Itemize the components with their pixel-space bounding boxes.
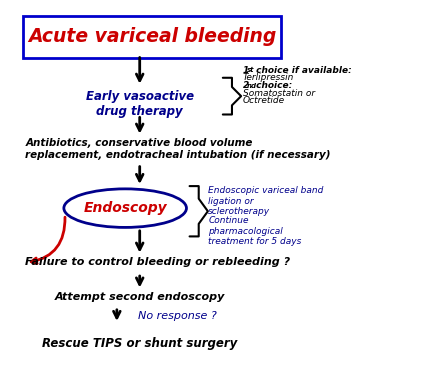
FancyBboxPatch shape: [23, 16, 281, 58]
Text: st: st: [247, 67, 254, 73]
Ellipse shape: [64, 189, 187, 228]
Text: Octretide: Octretide: [243, 96, 285, 105]
Text: Early vasoactive
drug therapy: Early vasoactive drug therapy: [86, 90, 194, 118]
Text: choice if available:: choice if available:: [253, 66, 352, 75]
FancyArrowPatch shape: [31, 217, 65, 263]
Text: Terlipressin: Terlipressin: [243, 73, 294, 82]
Text: Rescue TIPS or shunt surgery: Rescue TIPS or shunt surgery: [42, 337, 237, 350]
Text: Acute variceal bleeding: Acute variceal bleeding: [28, 27, 276, 46]
Text: Failure to control bleeding or rebleeding ?: Failure to control bleeding or rebleedin…: [25, 258, 291, 268]
Text: Somatostatin or: Somatostatin or: [243, 89, 315, 98]
Text: choice:: choice:: [253, 81, 292, 90]
Text: Antibiotics, conservative blood volume
replacement, endotracheal intubation (if : Antibiotics, conservative blood volume r…: [25, 138, 331, 159]
Text: Attempt second endoscopy: Attempt second endoscopy: [54, 292, 225, 302]
Text: 1: 1: [243, 66, 249, 75]
Text: 2: 2: [243, 81, 249, 90]
Text: No response ?: No response ?: [138, 312, 216, 322]
Text: nd: nd: [247, 83, 257, 89]
Text: Endoscopy: Endoscopy: [83, 201, 167, 215]
Text: Endoscopic variceal band
ligation or
sclerotherapy: Endoscopic variceal band ligation or scl…: [208, 186, 324, 216]
Text: Continue
pharmacological
treatment for 5 days: Continue pharmacological treatment for 5…: [208, 216, 302, 246]
